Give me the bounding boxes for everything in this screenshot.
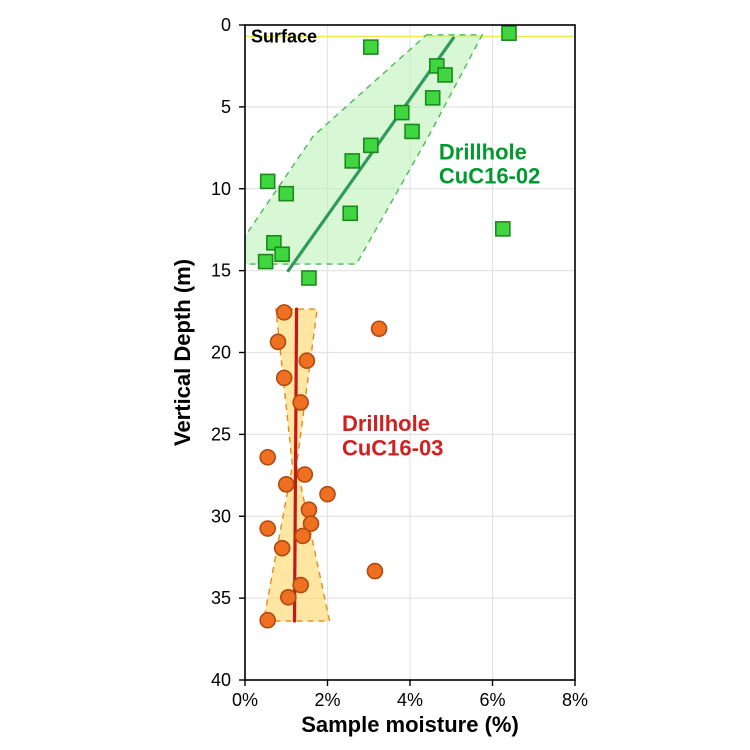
svg-text:25: 25: [211, 424, 231, 444]
svg-text:Drillhole: Drillhole: [439, 139, 527, 164]
svg-text:4%: 4%: [397, 690, 423, 710]
svg-text:0: 0: [221, 15, 231, 35]
svg-text:15: 15: [211, 261, 231, 281]
svg-text:35: 35: [211, 588, 231, 608]
svg-text:20: 20: [211, 343, 231, 363]
svg-text:2%: 2%: [314, 690, 340, 710]
svg-text:CuC16-03: CuC16-03: [342, 435, 443, 460]
chart-svg: 0% 2% 4% 6% 8% 0 5 10 15 20 25 30 35 40 Sample moistur…: [0, 0, 750, 750]
svg-text:30: 30: [211, 506, 231, 526]
svg-text:8%: 8%: [562, 690, 588, 710]
svg-text:0%: 0%: [232, 690, 258, 710]
svg-text:Surface: Surface: [251, 26, 317, 46]
svg-text:10: 10: [211, 179, 231, 199]
svg-text:Drillhole: Drillhole: [342, 411, 430, 436]
moisture-depth-chart: 0% 2% 4% 6% 8% 0 5 10 15 20 25 30 35 40 Sample moistur…: [0, 0, 750, 750]
svg-text:Sample moisture (%): Sample moisture (%): [301, 712, 519, 737]
svg-text:40: 40: [211, 670, 231, 690]
svg-text:CuC16-02: CuC16-02: [439, 163, 540, 188]
svg-text:Vertical Depth (m): Vertical Depth (m): [170, 259, 195, 446]
svg-text:6%: 6%: [479, 690, 505, 710]
svg-text:5: 5: [221, 97, 231, 117]
